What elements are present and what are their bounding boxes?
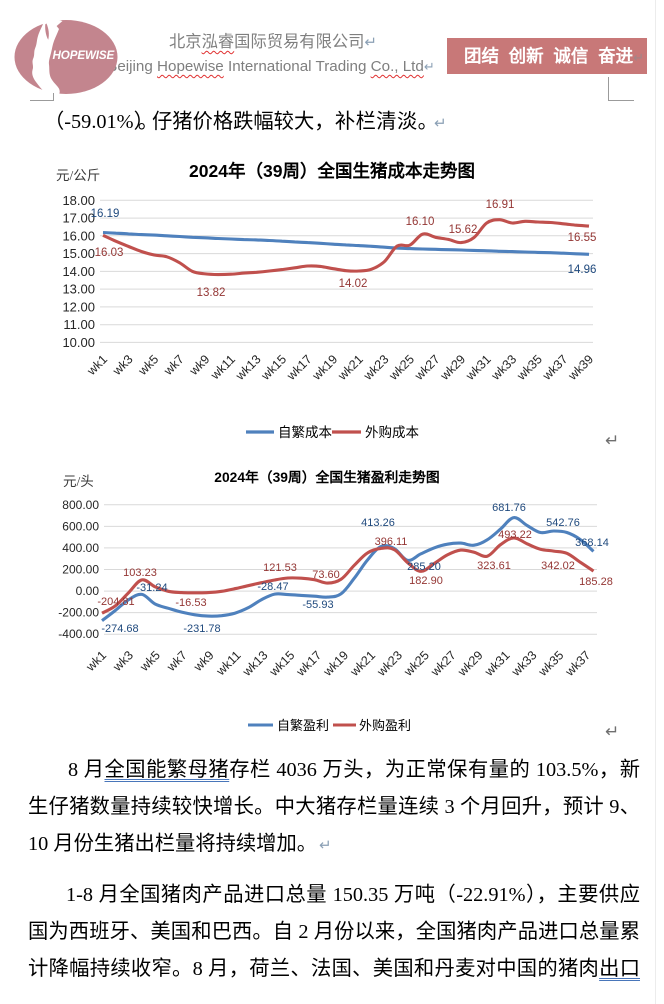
svg-text:-400.00: -400.00 bbox=[58, 627, 99, 641]
svg-text:182.90: 182.90 bbox=[409, 575, 443, 587]
svg-text:wk23: wk23 bbox=[374, 648, 405, 679]
svg-text:-28.47: -28.47 bbox=[257, 581, 288, 593]
svg-text:17.00: 17.00 bbox=[62, 211, 95, 226]
svg-text:wk11: wk11 bbox=[213, 648, 244, 679]
svg-text:wk25: wk25 bbox=[401, 648, 432, 679]
svg-text:800.00: 800.00 bbox=[62, 498, 99, 512]
svg-text:342.02: 342.02 bbox=[541, 560, 575, 572]
svg-text:wk5: wk5 bbox=[135, 352, 161, 378]
svg-text:wk33: wk33 bbox=[508, 648, 539, 679]
svg-text:-55.93: -55.93 bbox=[302, 599, 333, 611]
svg-text:16.91: 16.91 bbox=[486, 199, 515, 211]
svg-text:15.62: 15.62 bbox=[449, 224, 478, 236]
svg-text:493.22: 493.22 bbox=[498, 529, 532, 541]
svg-text:413.26: 413.26 bbox=[361, 517, 395, 529]
svg-text:wk25: wk25 bbox=[386, 352, 417, 383]
svg-text:-204.81: -204.81 bbox=[97, 596, 134, 608]
svg-text:wk27: wk27 bbox=[428, 648, 459, 679]
svg-text:wk29: wk29 bbox=[437, 352, 468, 383]
svg-text:wk21: wk21 bbox=[347, 648, 378, 679]
svg-text:-274.68: -274.68 bbox=[101, 623, 138, 635]
svg-text:wk1: wk1 bbox=[83, 648, 109, 674]
svg-text:wk7: wk7 bbox=[163, 648, 189, 674]
svg-text:103.23: 103.23 bbox=[123, 567, 157, 579]
svg-text:自繁成本: 自繁成本 bbox=[278, 425, 332, 440]
svg-text:-200.00: -200.00 bbox=[58, 606, 99, 620]
svg-text:自繁盈利: 自繁盈利 bbox=[277, 718, 329, 733]
svg-text:681.76: 681.76 bbox=[492, 502, 526, 514]
svg-text:13.82: 13.82 bbox=[197, 287, 226, 299]
svg-text:368.14: 368.14 bbox=[575, 537, 609, 549]
svg-text:wk11: wk11 bbox=[207, 352, 238, 383]
svg-text:wk5: wk5 bbox=[137, 648, 163, 674]
svg-text:wk21: wk21 bbox=[335, 352, 366, 383]
svg-text:16.03: 16.03 bbox=[95, 247, 124, 259]
svg-text:wk3: wk3 bbox=[109, 352, 135, 378]
svg-text:14.02: 14.02 bbox=[339, 278, 368, 290]
svg-text:外购盈利: 外购盈利 bbox=[359, 718, 411, 733]
svg-text:元/头: 元/头 bbox=[63, 474, 94, 489]
svg-text:wk17: wk17 bbox=[293, 648, 324, 679]
svg-text:wk27: wk27 bbox=[411, 352, 442, 383]
svg-text:14.00: 14.00 bbox=[62, 264, 95, 279]
svg-text:wk31: wk31 bbox=[481, 648, 512, 679]
svg-text:73.60: 73.60 bbox=[312, 569, 340, 581]
svg-text:wk33: wk33 bbox=[488, 352, 519, 383]
svg-text:185.28: 185.28 bbox=[579, 576, 613, 588]
svg-text:542.76: 542.76 bbox=[546, 517, 580, 529]
svg-text:wk1: wk1 bbox=[84, 352, 110, 378]
svg-text:wk13: wk13 bbox=[232, 352, 263, 383]
svg-text:wk39: wk39 bbox=[565, 352, 596, 383]
svg-text:wk9: wk9 bbox=[190, 648, 216, 674]
svg-text:wk37: wk37 bbox=[539, 352, 570, 383]
svg-text:-16.53: -16.53 bbox=[175, 597, 206, 609]
svg-text:16.19: 16.19 bbox=[91, 208, 120, 220]
svg-text:16.00: 16.00 bbox=[62, 228, 95, 243]
svg-text:200.00: 200.00 bbox=[62, 563, 99, 577]
svg-text:wk35: wk35 bbox=[514, 352, 545, 383]
svg-text:wk3: wk3 bbox=[110, 648, 136, 674]
svg-text:2024年（39周）全国生猪成本走势图: 2024年（39周）全国生猪成本走势图 bbox=[189, 161, 475, 181]
svg-text:wk29: wk29 bbox=[454, 648, 485, 679]
svg-text:14.96: 14.96 bbox=[568, 264, 597, 276]
svg-text:wk15: wk15 bbox=[258, 352, 289, 383]
svg-text:-31.24: -31.24 bbox=[136, 582, 167, 594]
svg-text:16.10: 16.10 bbox=[406, 216, 435, 228]
svg-text:元/公斤: 元/公斤 bbox=[56, 168, 100, 183]
svg-text:11.00: 11.00 bbox=[63, 317, 95, 332]
svg-text:wk31: wk31 bbox=[463, 352, 494, 383]
svg-text:wk35: wk35 bbox=[535, 648, 566, 679]
svg-text:285.20: 285.20 bbox=[407, 561, 441, 573]
svg-text:wk23: wk23 bbox=[360, 352, 391, 383]
svg-text:HOPEWISE: HOPEWISE bbox=[53, 49, 116, 62]
svg-text:18.00: 18.00 bbox=[62, 193, 95, 208]
svg-text:wk37: wk37 bbox=[562, 648, 593, 679]
svg-text:wk19: wk19 bbox=[309, 352, 340, 383]
svg-text:13.00: 13.00 bbox=[62, 282, 95, 297]
svg-text:wk7: wk7 bbox=[160, 352, 186, 378]
svg-text:396.11: 396.11 bbox=[375, 536, 408, 548]
svg-text:12.00: 12.00 bbox=[62, 299, 95, 314]
svg-text:10.00: 10.00 bbox=[62, 335, 95, 350]
svg-text:600.00: 600.00 bbox=[62, 519, 99, 533]
svg-text:wk15: wk15 bbox=[266, 648, 297, 679]
svg-text:15.00: 15.00 bbox=[62, 246, 95, 261]
svg-text:-231.78: -231.78 bbox=[183, 623, 220, 635]
svg-text:wk19: wk19 bbox=[320, 648, 351, 679]
svg-text:wk17: wk17 bbox=[283, 352, 314, 383]
svg-text:16.55: 16.55 bbox=[568, 232, 597, 244]
svg-text:400.00: 400.00 bbox=[62, 541, 99, 555]
svg-text:121.53: 121.53 bbox=[263, 562, 297, 574]
svg-text:2024年（39周）全国生猪盈利走势图: 2024年（39周）全国生猪盈利走势图 bbox=[214, 469, 439, 485]
svg-text:0.00: 0.00 bbox=[76, 584, 100, 598]
svg-text:wk13: wk13 bbox=[239, 648, 270, 679]
svg-text:323.61: 323.61 bbox=[477, 560, 511, 572]
svg-text:wk9: wk9 bbox=[186, 352, 212, 378]
svg-text:外购成本: 外购成本 bbox=[365, 425, 419, 440]
